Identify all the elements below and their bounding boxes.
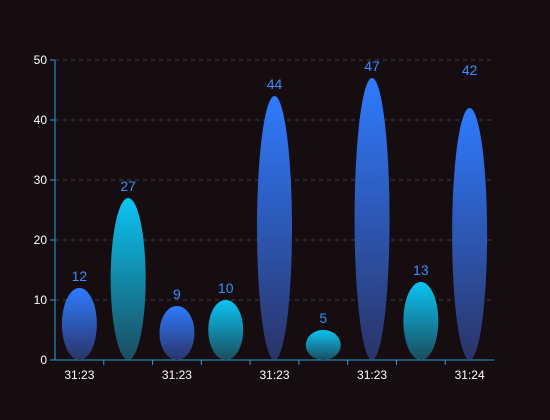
x-tick-label: 31:23 [357, 368, 387, 382]
x-tick-label: 31:23 [162, 368, 192, 382]
y-tick-label: 30 [34, 173, 48, 187]
bar [257, 96, 292, 360]
data-label: 47 [364, 58, 380, 74]
data-label: 5 [319, 310, 327, 326]
y-tick-label: 50 [34, 53, 48, 67]
y-tick-label: 40 [34, 113, 48, 127]
label-layer: 31:23 31:23 31:23 31:23 31:24 12 27 9 10 44 5 47 13 4… [64, 58, 485, 382]
bar [61, 288, 97, 360]
data-label: 27 [120, 178, 136, 194]
bar [110, 198, 146, 360]
data-label: 44 [267, 76, 283, 92]
bar [305, 330, 341, 360]
data-label: 12 [72, 268, 88, 284]
data-label: 10 [218, 280, 234, 296]
data-label: 13 [413, 262, 429, 278]
y-tick-label: 0 [40, 353, 47, 367]
bar [354, 78, 390, 360]
y-tick-label: 10 [34, 293, 48, 307]
x-tick-label: 31:24 [455, 368, 485, 382]
bar-layer [61, 78, 488, 360]
bar [452, 108, 488, 360]
bar [159, 306, 195, 360]
data-label: 42 [462, 62, 478, 78]
x-tick-label: 31:23 [64, 368, 94, 382]
bar [403, 282, 439, 360]
data-label: 9 [173, 286, 181, 302]
y-tick-label: 20 [34, 233, 48, 247]
bar [208, 300, 244, 360]
x-tick-label: 31:23 [259, 368, 289, 382]
